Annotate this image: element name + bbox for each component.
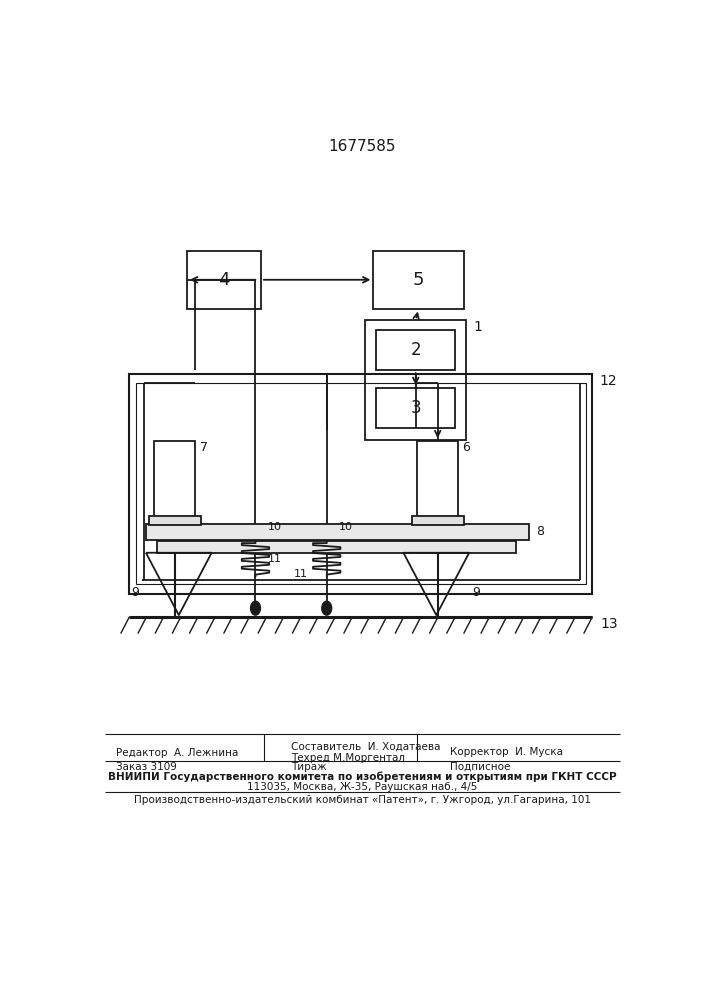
Bar: [376, 388, 455, 428]
Text: Техред М.Моргентал: Техред М.Моргентал: [291, 753, 405, 763]
Bar: [376, 330, 455, 370]
Text: 3: 3: [411, 399, 421, 417]
Text: 7: 7: [199, 441, 208, 454]
Text: 10: 10: [267, 522, 281, 532]
Bar: [373, 251, 464, 309]
Text: 9: 9: [132, 586, 139, 599]
Bar: [154, 441, 195, 522]
Text: 12: 12: [600, 374, 617, 388]
Text: 11: 11: [293, 569, 308, 579]
Text: Корректор  И. Муска: Корректор И. Муска: [450, 747, 563, 757]
Bar: [157, 541, 516, 553]
Text: Редактор  А. Лежнина: Редактор А. Лежнина: [116, 748, 238, 758]
Text: 1: 1: [473, 320, 482, 334]
Bar: [187, 251, 261, 309]
Bar: [129, 374, 592, 594]
Bar: [411, 516, 464, 525]
Text: 9: 9: [472, 586, 480, 599]
Text: ВНИИПИ Государственного комитета по изобретениям и открытиям при ГКНТ СССР: ВНИИПИ Государственного комитета по изоб…: [108, 772, 617, 782]
Circle shape: [250, 601, 260, 615]
Text: 1677585: 1677585: [329, 139, 396, 154]
Text: 11: 11: [267, 554, 281, 564]
Text: 10: 10: [339, 522, 353, 532]
Bar: [148, 516, 201, 525]
Text: Тираж: Тираж: [291, 762, 327, 772]
Text: 5: 5: [413, 271, 424, 289]
Text: Производственно-издательский комбинат «Патент», г. Ужгород, ул.Гагарина, 101: Производственно-издательский комбинат «П…: [134, 795, 591, 805]
Text: 4: 4: [218, 271, 230, 289]
Bar: [417, 441, 458, 522]
Text: 8: 8: [537, 525, 544, 538]
Bar: [365, 320, 467, 440]
Text: 6: 6: [462, 441, 470, 454]
Text: Подписное: Подписное: [450, 762, 510, 772]
Text: 2: 2: [411, 341, 421, 359]
Text: Составитель  И. Ходатаева: Составитель И. Ходатаева: [291, 742, 440, 752]
Bar: [146, 524, 530, 540]
Circle shape: [322, 601, 332, 615]
Text: 13: 13: [601, 617, 619, 631]
Bar: [136, 383, 586, 584]
Text: 113035, Москва, Ж-35, Раушская наб., 4/5: 113035, Москва, Ж-35, Раушская наб., 4/5: [247, 782, 477, 792]
Text: Заказ 3109: Заказ 3109: [116, 762, 177, 772]
